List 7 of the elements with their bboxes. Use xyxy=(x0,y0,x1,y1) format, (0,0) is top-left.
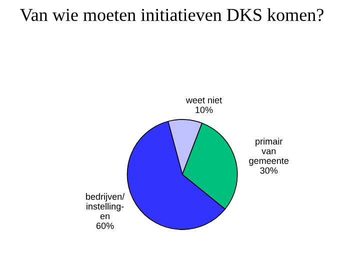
slice-label: bedrijven/ instelling- en xyxy=(86,193,125,220)
slice-label: weet niet xyxy=(186,96,222,104)
chart-title: Van wie moeten initiatieven DKS komen? xyxy=(20,8,324,22)
slice-label: primair van gemeente xyxy=(249,138,289,166)
data-label: 10% xyxy=(196,106,213,114)
data-label: 60% xyxy=(96,222,114,229)
data-label: 30% xyxy=(260,167,278,174)
